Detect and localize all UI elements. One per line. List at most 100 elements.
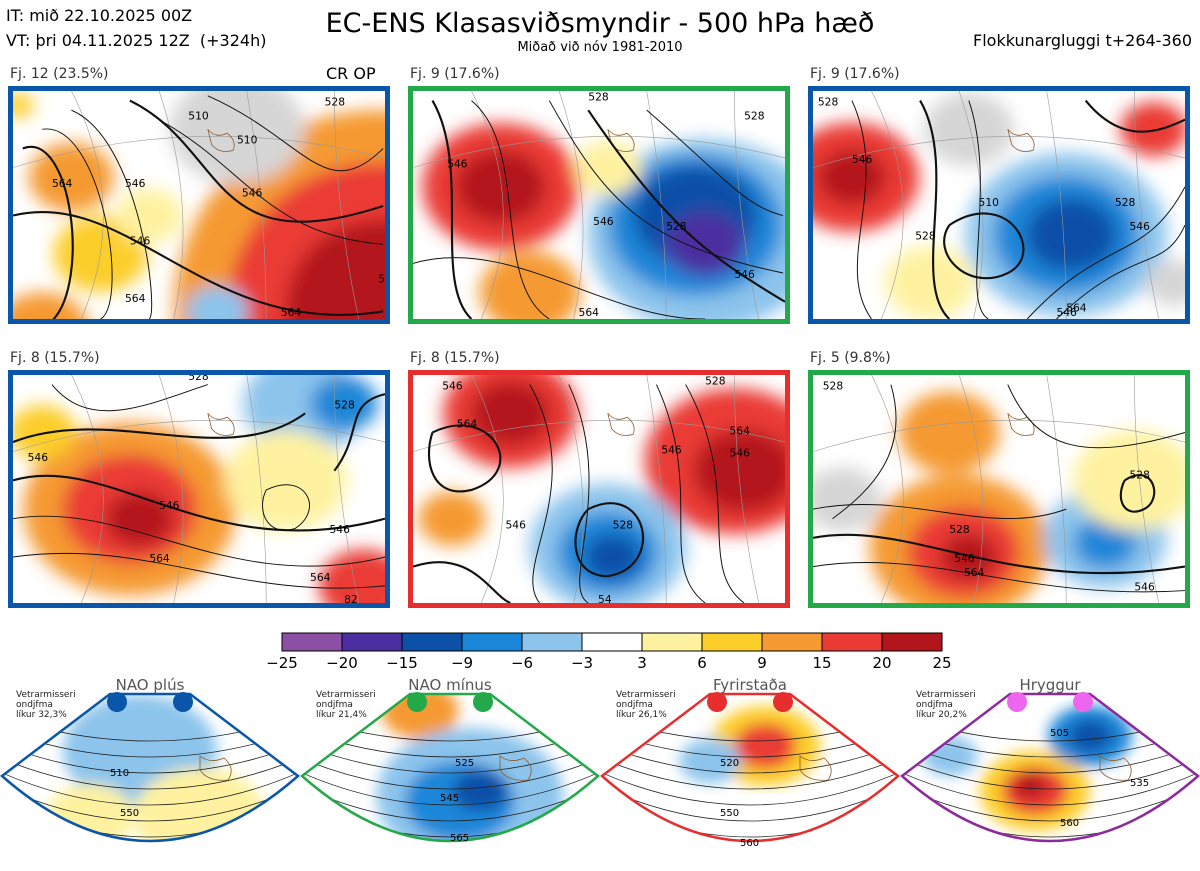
regime-title: Hryggur	[1019, 676, 1081, 694]
contour-label: 528	[1115, 196, 1136, 209]
regime-nao-minus: 525 545 565 NAO mínus Vetrarmisseri ondjfma lí…	[300, 676, 600, 871]
colorbar-tick-label: −6	[510, 654, 534, 672]
height-contour	[646, 109, 784, 217]
regime-ridge: 505 535 560 Hryggur Vetrarmisseri ondjfma líku…	[900, 676, 1200, 871]
regime-border	[900, 692, 1200, 843]
regime-contour-label: 520	[720, 758, 739, 769]
graticule-line	[13, 420, 385, 452]
height-contour	[1007, 384, 1185, 449]
contour-label: 546	[159, 499, 180, 512]
regime-contour	[302, 743, 598, 774]
coastline	[1007, 413, 1035, 436]
colorbar-tick-label: 6	[697, 654, 707, 672]
regime-contour	[902, 785, 1198, 822]
anomaly-field	[106, 491, 174, 546]
colorbar-tick-label: −3	[570, 654, 594, 672]
regime-marker	[1007, 692, 1027, 712]
contour-label: 546	[506, 518, 527, 531]
contour-label: 546	[28, 451, 49, 464]
contour-label: 528	[823, 379, 844, 392]
regime-note: Vetrarmisseri ondjfma líkur 20,2%	[916, 690, 976, 720]
regime-title: NAO mínus	[408, 676, 492, 694]
cluster-map-5: 546 564 546 528 546 546 564 528 54	[408, 370, 790, 608]
height-contour	[51, 384, 208, 412]
graticule-line	[158, 375, 184, 603]
colorbar-tick-label: 9	[757, 654, 767, 672]
contour-label: 528	[666, 220, 687, 233]
contour-label: 510	[188, 110, 209, 123]
contour-label: 528	[378, 273, 385, 286]
panel-2-label: Fj. 9 (17.6%)	[410, 66, 500, 82]
anomaly-field	[418, 491, 486, 546]
colorbar-swatch	[821, 632, 883, 652]
graticule-line	[71, 91, 104, 319]
contour-label: 546	[1134, 581, 1155, 594]
coastline	[199, 755, 232, 781]
colorbar-tick-label: −9	[450, 654, 474, 672]
regime-4-map: 505 535 560	[900, 692, 1200, 843]
graticule-line	[413, 136, 785, 168]
contour-label: 528	[588, 91, 609, 104]
contour-label: 546	[242, 186, 263, 199]
contour-label: 546	[447, 158, 468, 171]
regime-contour	[602, 771, 898, 806]
regime-title: Fyrirstaða	[713, 676, 787, 694]
regime-contour	[602, 785, 898, 822]
contour-label: 528	[705, 375, 726, 388]
regime-contour	[302, 771, 598, 806]
cluster-map-6: 528 528 528 546 564 546	[808, 370, 1190, 608]
anomaly-field	[115, 188, 183, 243]
graticule-line	[71, 375, 104, 603]
height-contour	[13, 474, 385, 532]
graticule-line	[413, 420, 785, 452]
regime-contour	[2, 771, 298, 806]
cluster-map-4: 546 546 564 528 546 564 528 82	[8, 370, 390, 608]
colorbar-tick-label: −20	[326, 654, 358, 672]
height-contour	[548, 100, 784, 274]
anomaly-field	[898, 391, 1000, 474]
graticule-line	[246, 375, 267, 603]
anomaly-field	[186, 285, 249, 319]
regime-contour	[602, 743, 898, 774]
graticule-line	[646, 375, 667, 603]
regime-marker	[773, 692, 793, 712]
coastline	[207, 129, 235, 152]
graticule-line	[1046, 375, 1067, 603]
regime-contour-label: 535	[1130, 778, 1149, 789]
contour-label: 528	[188, 375, 209, 383]
contour-label: 546	[729, 447, 750, 460]
regime-contour-label: 505	[1050, 728, 1069, 739]
graticule-line	[734, 91, 759, 319]
cluster-map-1: 564 546 528 510 546 564 564 546 528 510	[8, 86, 390, 324]
regime-marker	[173, 692, 193, 712]
anomaly-field	[224, 430, 348, 531]
anomaly-field	[1120, 102, 1185, 157]
height-contour	[262, 484, 310, 531]
contour-label: 546	[125, 177, 146, 190]
height-contour	[158, 119, 384, 245]
cr-op-label: CR OP	[326, 64, 376, 83]
anomaly-field	[924, 92, 1014, 166]
anomaly-field	[665, 212, 745, 277]
anomaly-field	[818, 149, 886, 205]
panel-1-map: 564 546 528 510 546 564 564 546 528 510	[13, 91, 385, 319]
graticule-line	[558, 375, 584, 603]
colorbar-swatch	[761, 632, 823, 652]
anomaly-field	[1073, 517, 1137, 569]
regime-anomaly	[922, 736, 978, 776]
anomaly-field	[455, 150, 546, 224]
colorbar-swatch	[401, 632, 463, 652]
colorbar-swatch	[281, 632, 343, 652]
colorbar-swatch	[701, 632, 763, 652]
graticule-line	[13, 136, 385, 168]
panel-5-label: Fj. 8 (15.7%)	[410, 350, 500, 366]
cluster-map-3: 546 510 528 528 546 546 564 528	[808, 86, 1190, 324]
contour-label: 82	[344, 593, 358, 603]
coastline	[607, 413, 635, 436]
contour-label: 54	[598, 593, 612, 603]
height-contour	[529, 384, 553, 603]
regime-note: Vetrarmisseri ondjfma líkur 21,4%	[316, 690, 376, 720]
regime-contour	[302, 785, 598, 822]
graticule-line	[1134, 91, 1159, 319]
coastline	[499, 755, 532, 781]
